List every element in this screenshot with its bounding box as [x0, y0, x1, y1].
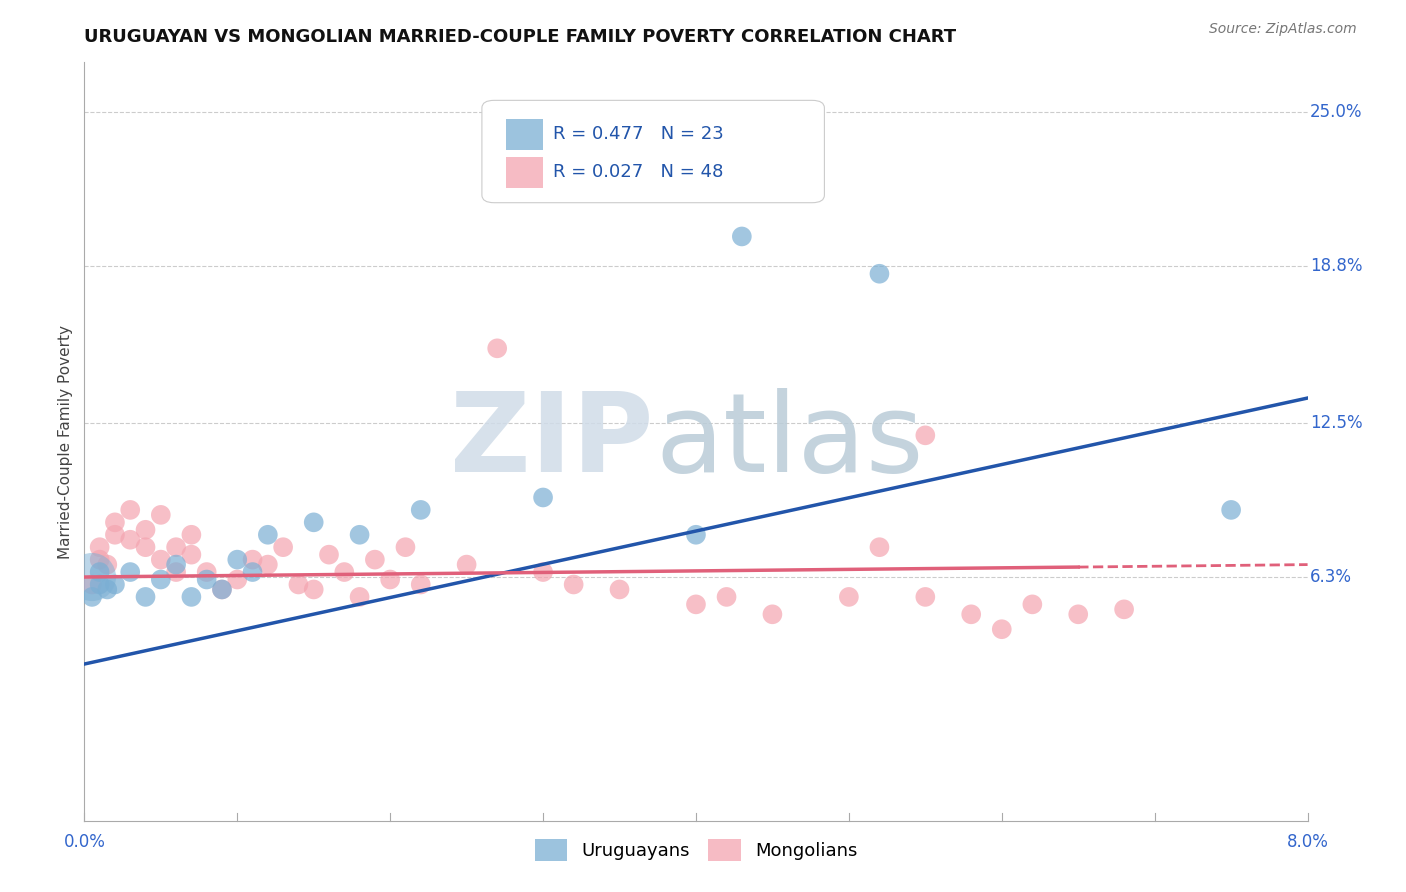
Point [456, 558, 478, 572]
Point [80, 570, 103, 584]
Point [609, 582, 631, 597]
Point [120, 503, 142, 517]
Point [165, 540, 187, 554]
Point [531, 565, 554, 579]
Point [271, 540, 294, 554]
Point [1021, 598, 1043, 612]
Point [869, 540, 891, 554]
Point [80, 590, 103, 604]
Point [165, 565, 187, 579]
Point [242, 552, 264, 566]
Point [914, 428, 936, 442]
Point [96, 558, 118, 572]
Point [149, 508, 172, 522]
Point [195, 565, 218, 579]
Point [96, 582, 118, 597]
Point [242, 565, 264, 579]
FancyBboxPatch shape [482, 101, 824, 202]
Text: 6.3%: 6.3% [1310, 568, 1353, 586]
Point [991, 622, 1014, 636]
Point [531, 491, 554, 505]
Point [364, 552, 387, 566]
Point [302, 516, 325, 530]
Point [257, 528, 280, 542]
Point [226, 552, 249, 566]
Point [89, 565, 111, 579]
Point [89, 577, 111, 591]
Text: 0.0%: 0.0% [63, 833, 105, 851]
Point [349, 590, 371, 604]
Text: Source: ZipAtlas.com: Source: ZipAtlas.com [1209, 22, 1357, 37]
Point [89, 552, 111, 566]
Point [104, 516, 127, 530]
Point [135, 540, 157, 554]
Point [394, 540, 416, 554]
Point [257, 558, 280, 572]
Point [104, 528, 127, 542]
Point [149, 573, 172, 587]
FancyBboxPatch shape [506, 120, 543, 150]
Text: R = 0.027   N = 48: R = 0.027 N = 48 [553, 163, 723, 181]
Point [409, 577, 432, 591]
Point [226, 573, 249, 587]
Point [1067, 607, 1090, 622]
Point [165, 558, 187, 572]
Point [104, 577, 127, 591]
Point [80, 577, 103, 591]
Point [761, 607, 783, 622]
Point [333, 565, 356, 579]
Point [409, 503, 432, 517]
Point [685, 528, 707, 542]
Point [1114, 602, 1136, 616]
Point [89, 540, 111, 554]
Point [1220, 503, 1243, 517]
Point [838, 590, 860, 604]
Point [731, 229, 754, 244]
Point [318, 548, 340, 562]
Point [180, 548, 202, 562]
Text: atlas: atlas [655, 388, 924, 495]
Point [149, 552, 172, 566]
Point [120, 533, 142, 547]
Point [914, 590, 936, 604]
Point [180, 528, 202, 542]
Point [716, 590, 738, 604]
Text: 8.0%: 8.0% [1286, 833, 1329, 851]
Point [302, 582, 325, 597]
Point [685, 598, 707, 612]
Point [135, 523, 157, 537]
Point [180, 590, 202, 604]
Text: URUGUAYAN VS MONGOLIAN MARRIED-COUPLE FAMILY POVERTY CORRELATION CHART: URUGUAYAN VS MONGOLIAN MARRIED-COUPLE FA… [84, 28, 956, 45]
Text: ZIP: ZIP [450, 388, 654, 495]
Text: 12.5%: 12.5% [1310, 414, 1362, 432]
Text: R = 0.477   N = 23: R = 0.477 N = 23 [553, 126, 724, 144]
Point [869, 267, 891, 281]
Point [287, 577, 309, 591]
Point [211, 582, 233, 597]
Point [135, 590, 157, 604]
Point [211, 582, 233, 597]
Point [195, 573, 218, 587]
Text: 18.8%: 18.8% [1310, 257, 1362, 276]
Text: 25.0%: 25.0% [1310, 103, 1362, 121]
Point [960, 607, 983, 622]
Legend: Uruguayans, Mongolians: Uruguayans, Mongolians [527, 832, 865, 869]
Point [380, 573, 402, 587]
Point [120, 565, 142, 579]
Point [562, 577, 585, 591]
Point [486, 341, 509, 355]
Point [349, 528, 371, 542]
FancyBboxPatch shape [506, 157, 543, 187]
Y-axis label: Married-Couple Family Poverty: Married-Couple Family Poverty [58, 325, 73, 558]
